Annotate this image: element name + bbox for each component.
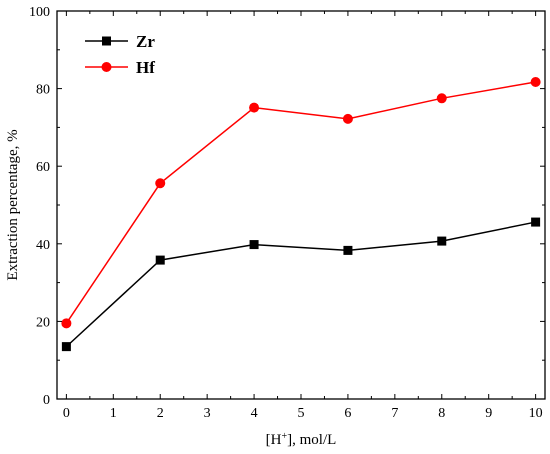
y-tick-label: 0 (43, 393, 50, 408)
x-tick-label: 7 (391, 406, 398, 421)
legend-marker-zr (102, 36, 111, 46)
x-tick-label: 8 (438, 406, 445, 421)
x-tick-label: 1 (110, 406, 117, 421)
data-point-zr (531, 217, 541, 227)
x-axis-title: [H+], mol/L (266, 431, 337, 449)
x-tick-label: 9 (485, 406, 492, 421)
data-point-zr (249, 240, 259, 250)
x-tick-label: 2 (157, 406, 164, 421)
data-point-hf (249, 102, 260, 113)
y-tick-label: 80 (36, 83, 50, 98)
data-point-hf (530, 77, 541, 88)
data-point-zr (437, 236, 447, 246)
x-tick-label: 0 (63, 406, 70, 421)
data-point-hf (342, 113, 353, 124)
data-point-zr (155, 255, 165, 265)
series-line-hf (65, 81, 536, 324)
legend-marker-hf (101, 62, 112, 72)
data-point-hf (155, 178, 166, 189)
x-tick-label: 3 (204, 406, 211, 421)
data-point-hf (436, 93, 447, 104)
x-axis-title-superscript: + (282, 431, 288, 442)
x-tick-label: 10 (529, 406, 543, 421)
legend: Zr Hf (85, 32, 155, 77)
series-line-zr (65, 221, 536, 348)
series-hf (61, 77, 541, 329)
plot-series (61, 77, 541, 352)
plot-frame (56, 10, 546, 400)
x-tick-label: 6 (344, 406, 351, 421)
y-tick-label: 20 (36, 315, 50, 330)
data-point-zr (61, 342, 71, 352)
series-zr (61, 217, 541, 352)
data-point-hf (61, 318, 72, 329)
x-tick-label: 5 (298, 406, 305, 421)
y-tick-label: 100 (29, 5, 50, 20)
y-axis-title: Extraction percentage, % (5, 129, 21, 280)
legend-label-zr: Zr (136, 32, 155, 51)
y-tick-label: 40 (36, 238, 50, 253)
legend-label-hf: Hf (136, 58, 155, 77)
x-tick-label: 4 (251, 406, 258, 421)
y-tick-label: 60 (36, 160, 50, 175)
data-point-zr (343, 245, 353, 255)
